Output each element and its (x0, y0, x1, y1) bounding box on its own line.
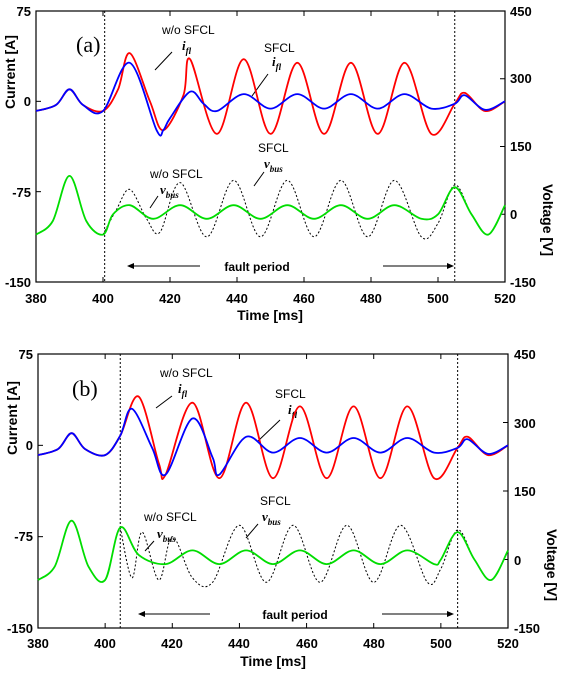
chart-panel-b: 380 400 420 440 460 480 500 520 75 0 -75… (4, 347, 560, 669)
fault-period-marker: fault period (127, 260, 454, 274)
annotation-symbol-main: i (288, 402, 292, 417)
x-tick: 420 (161, 636, 183, 651)
x-tick: 480 (363, 636, 385, 651)
fault-period-marker: fault period (138, 608, 454, 622)
left-y-axis-title: Current [A] (4, 381, 20, 455)
series-line (37, 395, 509, 481)
panel-b-ticks: 380 400 420 440 460 480 500 520 75 0 -75… (7, 347, 540, 651)
x-tick: 380 (25, 291, 47, 306)
annotation-pointer (144, 540, 155, 552)
series-line (37, 407, 509, 477)
annotation-symbol-subscript: fl (276, 62, 282, 72)
right-y-tick: 450 (514, 347, 536, 362)
right-y-tick: -150 (510, 275, 536, 290)
annotation-pointer (253, 171, 265, 187)
panel-a-ticks: 380 400 420 440 460 480 500 520 75 0 -75… (5, 4, 536, 306)
panel-label-a: (a) (76, 32, 100, 57)
fault-period-label: fault period (224, 260, 289, 274)
annotation-sfcl-voltage: SFCL (258, 141, 289, 155)
right-y-tick: 150 (510, 139, 532, 154)
right-y-tick: -150 (514, 621, 540, 636)
x-tick: 480 (360, 291, 382, 306)
x-tick: 460 (293, 291, 315, 306)
chart-panel-a: 380 400 420 440 460 480 500 520 75 0 -75… (2, 4, 556, 323)
annotation-symbol-subscript: fl (186, 46, 192, 56)
x-tick: 440 (226, 291, 248, 306)
panel-b-plot (37, 353, 509, 629)
series-line (35, 52, 506, 136)
x-tick: 400 (92, 291, 114, 306)
right-y-axis-title: Voltage [V] (540, 184, 556, 256)
left-y-tick: -75 (12, 185, 31, 200)
annotation-pointer (149, 195, 159, 209)
annotation-symbol-subscript: bus (163, 534, 177, 544)
x-axis-title: Time [ms] (240, 653, 306, 669)
annotation-symbol-subscript: fl (182, 389, 188, 399)
x-tick: 400 (94, 636, 116, 651)
series-line (35, 174, 506, 236)
x-tick: 500 (430, 636, 452, 651)
annotation-pointer (257, 419, 281, 442)
annotation-pointer (154, 51, 173, 71)
annotation-pointer (251, 73, 269, 97)
right-y-axis-title: Voltage [V] (544, 529, 560, 601)
annotation-pointer (245, 523, 259, 539)
panel-label-b: (b) (72, 376, 98, 401)
series-line (35, 61, 506, 137)
annotation-symbol-main: i (182, 38, 186, 53)
series-line (37, 519, 509, 583)
x-tick: 380 (27, 636, 49, 651)
right-y-tick: 450 (510, 4, 532, 19)
annotation-symbol-subscript: bus (270, 164, 284, 174)
right-y-tick: 0 (510, 207, 517, 222)
x-tick: 500 (427, 291, 449, 306)
right-y-tick: 0 (514, 553, 521, 568)
annotation-symbol: vbus (264, 156, 283, 174)
annotation-wo-sfcl-voltage: w/o SFCL (149, 167, 203, 181)
left-y-axis-title: Current [A] (2, 35, 18, 109)
left-y-tick: -75 (14, 529, 33, 544)
annotation-symbol-main: i (178, 381, 182, 396)
panel-a-plot (35, 10, 506, 283)
annotation-symbol-main: v (157, 526, 163, 541)
annotation-symbol: ifl (182, 38, 192, 56)
annotation-sfcl-voltage: SFCL (260, 494, 291, 508)
annotations: w/o SFCL ifl SFCL ifl w/o SFCL vbus SFCL… (143, 366, 306, 552)
annotation-symbol: ifl (178, 381, 188, 399)
annotation-symbol-main: v (264, 156, 270, 171)
left-y-tick: 75 (19, 347, 33, 362)
annotation-symbol: ifl (272, 54, 282, 72)
annotation-wo-sfcl-current: w/o SFCL (161, 23, 215, 37)
plot-frame (37, 353, 509, 629)
annotation-symbol-main: v (160, 182, 166, 197)
left-y-tick: 75 (17, 4, 31, 19)
right-y-tick: 300 (510, 71, 532, 86)
annotation-symbol: vbus (262, 509, 281, 527)
x-tick: 520 (494, 291, 516, 306)
x-tick: 440 (228, 636, 250, 651)
left-y-tick: -150 (5, 275, 31, 290)
x-tick: 520 (497, 636, 519, 651)
annotation-symbol: vbus (157, 526, 176, 544)
x-tick: 420 (159, 291, 181, 306)
fault-period-label: fault period (262, 608, 327, 622)
right-y-tick: 300 (514, 416, 536, 431)
annotation-symbol-main: v (262, 509, 268, 524)
left-y-tick: 0 (24, 94, 31, 109)
annotation-sfcl-current: SFCL (264, 41, 295, 55)
annotation-wo-sfcl-current: w/o SFCL (159, 366, 213, 380)
annotation-wo-sfcl-voltage: w/o SFCL (143, 510, 197, 524)
series-line (119, 524, 509, 588)
left-y-tick: 0 (26, 438, 33, 453)
right-y-tick: 150 (514, 484, 536, 499)
x-tick: 460 (296, 636, 318, 651)
annotation-pointer (155, 395, 173, 409)
annotation-symbol-main: i (272, 54, 276, 69)
left-y-tick: -150 (7, 621, 33, 636)
x-axis-title: Time [ms] (237, 307, 303, 323)
annotation-sfcl-current: SFCL (275, 387, 306, 401)
annotation-symbol-subscript: bus (268, 517, 282, 527)
